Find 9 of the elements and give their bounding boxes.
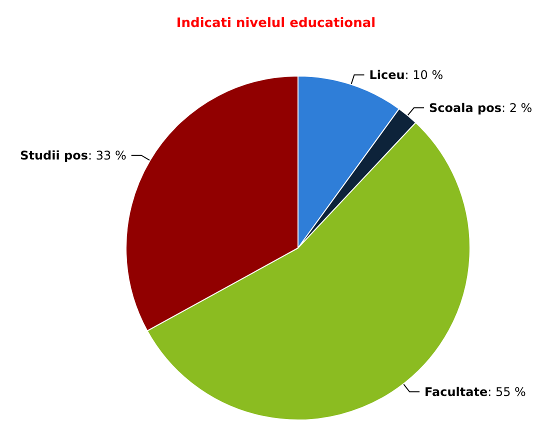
slice-label: Studii pos	[20, 148, 88, 162]
slice-label: Facultate	[424, 384, 488, 399]
slice-label: Liceu	[369, 68, 405, 82]
data-label: : 10 %	[404, 68, 444, 82]
chart-title: Indicati nivelul educational	[176, 16, 376, 31]
data-label: : 33 %	[88, 148, 126, 162]
data-label: : 55 %	[488, 384, 526, 399]
data-label: : 2 %	[501, 100, 532, 115]
slice-label: Scoala pos	[429, 100, 502, 115]
